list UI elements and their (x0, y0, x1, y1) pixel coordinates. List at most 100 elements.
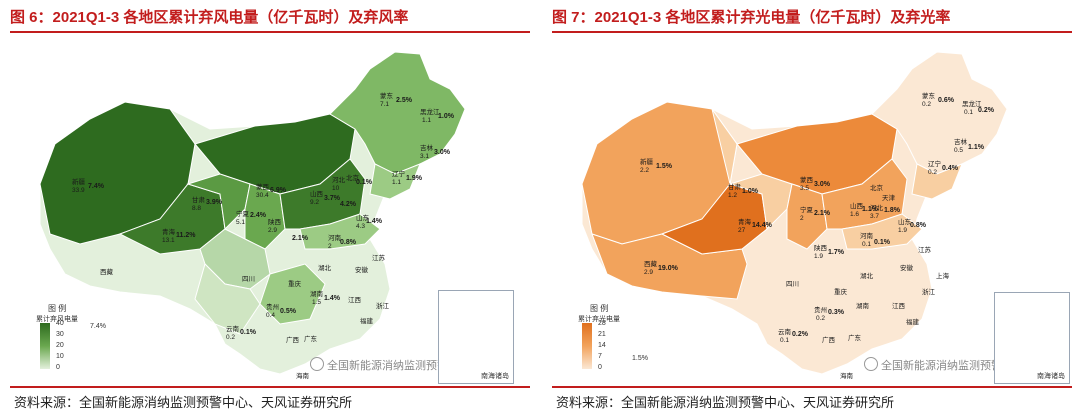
region-shandong-henan (841, 213, 923, 250)
label-shanxi: 山西 (850, 201, 864, 210)
rate-xizang: 19.0% (658, 265, 679, 272)
legend-tick: 21 (598, 331, 606, 338)
value-hlj: 0.1 (964, 109, 973, 116)
value-guizhou: 0.4 (266, 312, 275, 319)
label-zhejiang: 浙江 (922, 287, 936, 296)
south-china-sea-inset: 南海诸岛 (994, 292, 1070, 384)
source-rule (10, 386, 530, 388)
label-jiangsu: 江苏 (372, 253, 386, 262)
rate-hebei: 1.8% (884, 207, 901, 214)
rate-yunnan: 0.2% (792, 331, 809, 338)
region-shandong-henan (299, 213, 381, 250)
label-sichuan: 四川 (242, 275, 255, 283)
label-guangdong: 广东 (304, 334, 318, 343)
legend-sample-rate: 7.4% (90, 323, 106, 330)
title-rule (10, 31, 530, 33)
source-rule (552, 386, 1072, 388)
label-yunnan: 云南 (226, 324, 240, 333)
value-mengdong: 7.1 (380, 101, 389, 108)
legend-tick: 7 (598, 353, 602, 360)
value-qinghai: 27 (738, 227, 746, 234)
value-liaoning: 0.2 (928, 169, 937, 176)
label-xizang: 西藏 (100, 267, 114, 276)
value-gansu: 8.8 (192, 205, 201, 212)
legend-tick: 10 (56, 353, 64, 360)
label-guizhou: 贵州 (266, 302, 279, 311)
label-nmg: 蒙西 (800, 175, 814, 184)
label-shanghai: 上海 (936, 271, 950, 280)
label-henan: 河南 (860, 231, 874, 240)
label-hainan: 海南 (840, 371, 854, 380)
label-guangdong: 广东 (848, 333, 862, 342)
label-chongqing: 重庆 (834, 287, 848, 296)
south-china-sea-inset: 南海诸岛 (438, 290, 514, 384)
rate-xinjiang: 1.5% (656, 163, 673, 170)
value-hlj: 1.1 (422, 117, 431, 124)
label-shaanxi: 陕西 (814, 243, 828, 252)
label-guizhou: 贵州 (814, 305, 827, 314)
rate-jilin: 3.0% (434, 149, 451, 156)
value-xinjiang: 2.2 (640, 167, 649, 174)
inset-label: 南海诸岛 (1037, 373, 1065, 380)
region-xinjiang (39, 101, 196, 245)
rate-liaoning: 1.9% (406, 175, 423, 182)
map-labels: 新疆 2.2 1.5% 甘肃 1.2 1.0% 青海 27 14.4% 西藏 2… (640, 91, 995, 380)
rate-mengdong: 0.6% (938, 97, 955, 104)
value-hunan: 1.5 (312, 299, 321, 306)
label-guangxi: 广西 (286, 335, 300, 344)
map-labels: 新疆 33.9 7.4% 甘肃 8.8 3.9% 青海 13.1 11.2% 蒙… (72, 91, 455, 380)
value-xinjiang: 33.9 (72, 187, 85, 194)
wind-map: 新疆 33.9 7.4% 甘肃 8.8 3.9% 青海 13.1 11.2% 蒙… (39, 51, 466, 380)
label-xinjiang: 新疆 (72, 177, 86, 186)
label-shaanxi: 陕西 (268, 217, 282, 226)
rate-guizhou: 0.5% (280, 308, 297, 315)
label-beijing: 北京 (870, 183, 884, 192)
region-jilin-liaoning (911, 163, 963, 200)
legend-tick: 20 (56, 342, 64, 349)
rate-qinghai: 11.2% (176, 232, 196, 239)
legend-tick: 0 (598, 364, 602, 371)
rate-xinjiang: 7.4% (88, 183, 105, 190)
label-hunan: 湖南 (310, 289, 324, 298)
rate-gansu: 1.0% (742, 188, 759, 195)
label-tianjin: 天津 (882, 194, 896, 202)
label-shanxi: 山西 (310, 189, 324, 198)
value-nmg: 3.5 (800, 185, 809, 192)
rate-qinghai: 14.4% (752, 222, 773, 229)
source-note: 资料来源：全国新能源消纳监测预警中心、天风证券研究所 (14, 395, 353, 410)
rate-liaoning: 0.4% (942, 165, 959, 172)
label-shandong: 山东 (356, 213, 370, 222)
value-hebei: 10 (332, 185, 340, 192)
label-zhejiang: 浙江 (376, 301, 390, 310)
value-shaanxi: 2.9 (268, 227, 277, 234)
value-jilin: 3.1 (420, 153, 429, 160)
rate-shaanxi: 1.7% (828, 249, 845, 256)
label-hlj: 黑龙江 (962, 99, 982, 108)
value-jilin: 0.5 (954, 147, 963, 154)
value-yunnan: 0.1 (780, 337, 789, 344)
rate-shandong: 1.4% (366, 218, 383, 225)
label-chongqing: 重庆 (288, 279, 302, 288)
wind-curtailment-figure: 图 6：2021Q1-3 各地区累计弃风电量（亿千瓦时）及弃风率 新疆 33.9… (10, 0, 530, 413)
rate-sichuan: 2.1% (292, 235, 309, 242)
inset-label: 南海诸岛 (481, 373, 509, 380)
label-anhui: 安徽 (900, 263, 914, 272)
legend-subtitle: 累计弃光电量 (578, 316, 620, 323)
label-liaoning: 辽宁 (392, 169, 406, 178)
value-hebei: 3.7 (870, 213, 879, 220)
rate-shandong: 0.8% (910, 222, 927, 229)
label-hebei: 河北 (870, 204, 884, 212)
label-jiangsu: 江苏 (918, 245, 932, 254)
label-qinghai: 青海 (738, 217, 752, 226)
value-qinghai: 13.1 (162, 237, 175, 244)
rate-hebei: 4.2% (340, 201, 357, 208)
source-note: 资料来源：全国新能源消纳监测预警中心、天风证券研究所 (556, 395, 895, 410)
title-rule (552, 31, 1072, 33)
legend-tick: 40 (56, 320, 64, 327)
value-henan: 2 (328, 243, 332, 250)
legend-tick: 28 (598, 320, 606, 327)
value-shaanxi: 1.9 (814, 253, 823, 260)
legend-tick: 0 (56, 364, 60, 371)
label-mengdong: 蒙东 (380, 91, 394, 100)
label-henan: 河南 (328, 233, 342, 242)
